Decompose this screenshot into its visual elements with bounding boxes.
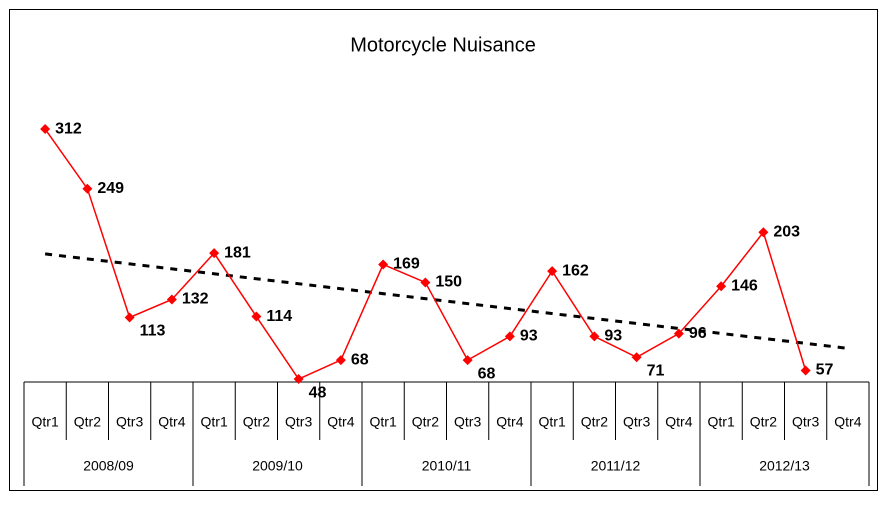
- x-tick-label: Qtr4: [327, 414, 354, 430]
- data-label: 48: [309, 384, 327, 401]
- data-label: 150: [435, 274, 462, 291]
- marker: [335, 355, 346, 366]
- marker: [758, 227, 769, 238]
- marker: [124, 312, 135, 323]
- x-tick-label: Qtr2: [412, 414, 439, 430]
- x-tick-label: Qtr3: [454, 414, 481, 430]
- data-label: 162: [562, 262, 589, 279]
- data-label: 71: [647, 362, 665, 379]
- x-tick-label: Qtr4: [665, 414, 692, 430]
- marker: [462, 355, 473, 366]
- data-label: 93: [520, 328, 538, 345]
- data-label: 68: [351, 351, 369, 368]
- marker: [631, 352, 642, 363]
- chart-border: [9, 9, 878, 491]
- marker: [251, 311, 262, 322]
- x-tick-label: Qtr1: [539, 414, 566, 430]
- x-tick-label: Qtr2: [243, 414, 270, 430]
- marker: [293, 374, 304, 385]
- x-tick-label: Qtr2: [581, 414, 608, 430]
- data-label: 132: [182, 291, 209, 308]
- category-group-label: 2012/13: [759, 458, 810, 474]
- marker: [800, 365, 811, 376]
- data-label: 93: [604, 328, 622, 345]
- marker: [589, 331, 600, 342]
- data-label: 68: [478, 365, 496, 382]
- marker: [547, 266, 558, 277]
- data-label: 114: [266, 308, 292, 325]
- marker: [209, 248, 220, 259]
- marker: [420, 277, 431, 288]
- marker: [82, 183, 93, 194]
- marker: [504, 331, 515, 342]
- data-label: 312: [55, 120, 82, 137]
- x-tick-label: Qtr4: [496, 414, 523, 430]
- x-tick-label: Qtr1: [708, 414, 735, 430]
- data-label: 96: [689, 325, 707, 342]
- x-tick-label: Qtr3: [285, 414, 312, 430]
- x-tick-label: Qtr4: [158, 414, 185, 430]
- data-label: 57: [816, 362, 834, 379]
- data-label: 203: [773, 223, 800, 240]
- marker: [673, 328, 684, 339]
- data-label: 169: [393, 256, 420, 273]
- data-label: 113: [140, 323, 166, 340]
- category-group-label: 2009/10: [252, 458, 303, 474]
- data-label: 146: [731, 277, 758, 294]
- chart-title: Motorcycle Nuisance: [350, 34, 536, 56]
- x-tick-label: Qtr3: [116, 414, 143, 430]
- category-group-label: 2008/09: [83, 458, 134, 474]
- x-tick-label: Qtr1: [32, 414, 59, 430]
- x-tick-label: Qtr1: [201, 414, 228, 430]
- category-group-label: 2011/12: [591, 458, 641, 474]
- x-tick-label: Qtr2: [74, 414, 101, 430]
- marker: [716, 281, 727, 292]
- x-tick-label: Qtr4: [834, 414, 861, 430]
- data-label: 249: [97, 180, 124, 197]
- marker: [166, 294, 177, 305]
- x-tick-label: Qtr2: [750, 414, 777, 430]
- category-group-label: 2010/11: [422, 458, 472, 474]
- data-label: 181: [224, 244, 251, 261]
- trendline: [44, 252, 849, 350]
- x-tick-label: Qtr3: [623, 414, 650, 430]
- x-tick-label: Qtr3: [792, 414, 819, 430]
- marker: [40, 124, 51, 135]
- marker: [378, 259, 389, 270]
- x-tick-label: Qtr1: [370, 414, 397, 430]
